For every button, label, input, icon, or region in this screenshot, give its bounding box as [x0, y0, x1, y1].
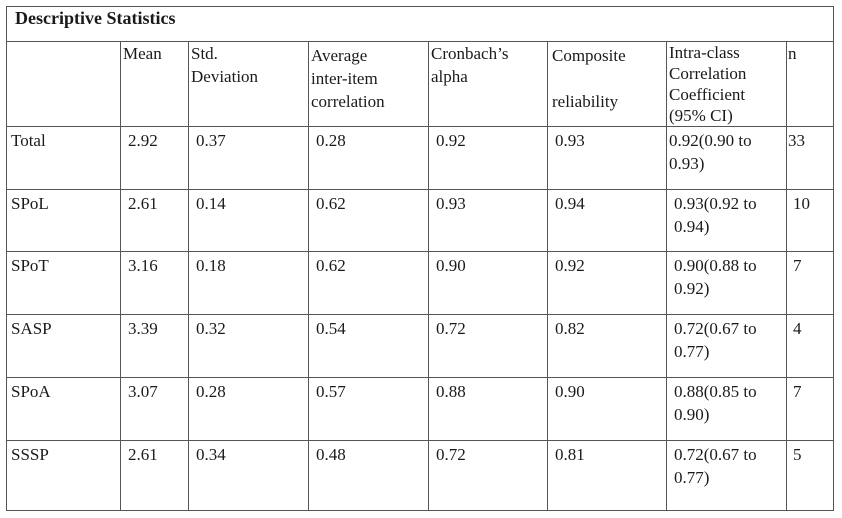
- row-label: SSSP: [11, 445, 49, 464]
- row-divider: [6, 251, 834, 252]
- table-cell-n: 10: [793, 194, 810, 213]
- row-label: SPoL: [11, 194, 49, 213]
- table-cell-mean: 3.07: [128, 382, 158, 401]
- column-divider: [308, 42, 309, 511]
- row-divider: [6, 314, 834, 315]
- table-cell-std: 0.37: [196, 131, 226, 150]
- table-cell-mean: 2.92: [128, 131, 158, 150]
- column-divider: [786, 42, 787, 511]
- table-cell-std: 0.34: [196, 445, 226, 464]
- row-label: SPoA: [11, 382, 51, 401]
- table-cell-alpha: 0.90: [436, 256, 466, 275]
- table-cell-avg-corr: 0.62: [316, 194, 346, 213]
- table-cell-n: 5: [793, 445, 802, 464]
- table-cell-std: 0.14: [196, 194, 226, 213]
- table-cell-icc: 0.88(0.85 to 0.90): [674, 382, 757, 424]
- table-cell-avg-corr: 0.28: [316, 131, 346, 150]
- table-cell-avg-corr: 0.54: [316, 319, 346, 338]
- row-divider: [6, 377, 834, 378]
- table-cell-mean: 3.16: [128, 256, 158, 275]
- table-cell-alpha: 0.72: [436, 319, 466, 338]
- header-alpha: Cronbach’s alpha: [431, 44, 509, 86]
- table-cell-icc: 0.72(0.67 to 0.77): [674, 319, 757, 361]
- table-cell-mean: 3.39: [128, 319, 158, 338]
- table-cell-mean: 2.61: [128, 445, 158, 464]
- table-cell-composite: 0.82: [555, 319, 585, 338]
- header-std: Std. Deviation: [191, 44, 259, 86]
- table-cell-n: 7: [793, 382, 802, 401]
- table-cell-icc: 0.93(0.92 to 0.94): [674, 194, 757, 236]
- column-divider: [666, 42, 667, 511]
- table-cell-avg-corr: 0.48: [316, 445, 346, 464]
- table-cell-std: 0.32: [196, 319, 226, 338]
- row-label: Total: [11, 131, 46, 150]
- row-divider: [6, 440, 834, 441]
- table-cell-alpha: 0.92: [436, 131, 466, 150]
- header-icc: Intra-class Correlation Coefficient (95%…: [669, 43, 747, 125]
- table-cell-composite: 0.81: [555, 445, 585, 464]
- table-title-row: Descriptive Statistics: [6, 6, 834, 42]
- table-title: Descriptive Statistics: [15, 8, 176, 28]
- stats-table: [6, 6, 834, 511]
- table-cell-alpha: 0.88: [436, 382, 466, 401]
- table-cell-n: 33: [788, 131, 805, 150]
- table-cell-composite: 0.93: [555, 131, 585, 150]
- header-composite: Composite reliability: [552, 46, 626, 111]
- header-n: n: [788, 44, 797, 63]
- table-cell-composite: 0.94: [555, 194, 585, 213]
- table-cell-icc: 0.92(0.90 to 0.93): [669, 131, 752, 173]
- table-cell-n: 4: [793, 319, 802, 338]
- row-label: SPoT: [11, 256, 49, 275]
- header-mean: Mean: [123, 44, 162, 63]
- table-cell-alpha: 0.72: [436, 445, 466, 464]
- column-divider: [188, 42, 189, 511]
- column-divider: [120, 42, 121, 511]
- table-cell-icc: 0.72(0.67 to 0.77): [674, 445, 757, 487]
- table-cell-std: 0.28: [196, 382, 226, 401]
- table-cell-alpha: 0.93: [436, 194, 466, 213]
- row-divider: [6, 189, 834, 190]
- row-label: SASP: [11, 319, 52, 338]
- header-avg-corr: Average inter-item correlation: [311, 46, 385, 111]
- column-divider: [428, 42, 429, 511]
- table-cell-std: 0.18: [196, 256, 226, 275]
- table-cell-composite: 0.90: [555, 382, 585, 401]
- table-cell-avg-corr: 0.62: [316, 256, 346, 275]
- row-divider: [6, 126, 834, 127]
- table-cell-avg-corr: 0.57: [316, 382, 346, 401]
- column-divider: [547, 42, 548, 511]
- table-cell-composite: 0.92: [555, 256, 585, 275]
- table-cell-n: 7: [793, 256, 802, 275]
- table-cell-mean: 2.61: [128, 194, 158, 213]
- table-cell-icc: 0.90(0.88 to 0.92): [674, 256, 757, 298]
